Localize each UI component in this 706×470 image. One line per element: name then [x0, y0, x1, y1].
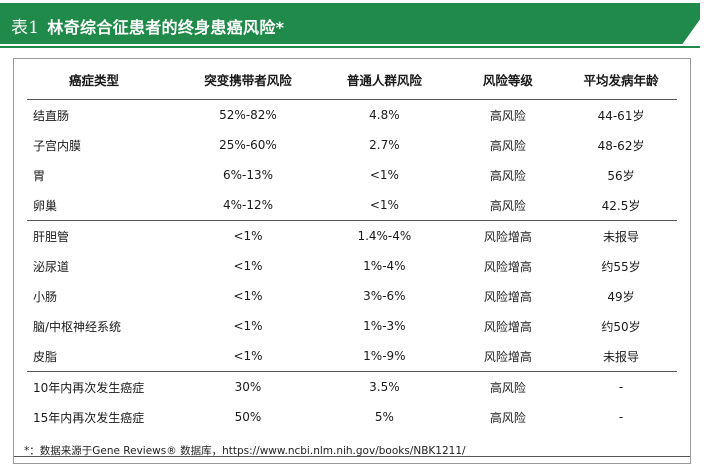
- title-underline: [0, 46, 700, 48]
- cell-risk-level: 风险增高: [483, 319, 532, 334]
- table-row: 结直肠 52%-82% 4.8% 高风险 44-61岁: [27, 100, 677, 131]
- title-banner: 表1 林奇综合征患者的终身患癌风险*: [0, 3, 700, 44]
- cell-onset-age: 44-61岁: [597, 108, 645, 123]
- cell-general-risk: 1.4%-4%: [318, 220, 451, 251]
- table-row: 脑/中枢神经系统 <1% 1%-3% 风险增高 约50岁: [27, 311, 677, 341]
- page-title: 表1 林奇综合征患者的终身患癌风险*: [11, 13, 284, 38]
- cell-carrier-risk: <1%: [233, 259, 263, 273]
- cell-cancer-type: 子宫内膜: [33, 138, 82, 153]
- cell-general-risk: 4.8%: [369, 108, 400, 122]
- risk-table: 癌症类型 突变携带者风险 普通人群风险 风险等级 平均发病年龄 结直肠 52%-8…: [27, 59, 677, 432]
- cell-cancer-type: 脑/中枢神经系统: [33, 319, 122, 334]
- table-row: 子宫内膜 25%-60% 2.7% 高风险 48-62岁: [27, 130, 677, 160]
- header-row: 癌症类型 突变携带者风险 普通人群风险 风险等级 平均发病年龄: [27, 59, 677, 100]
- cell-risk-level: 风险增高: [450, 220, 566, 251]
- cell-cancer-type: 泌尿道: [33, 259, 70, 274]
- table-row: 10年内再次发生癌症 30% 3.5% 高风险 -: [27, 371, 677, 402]
- header-general-risk: 普通人群风险: [318, 59, 451, 100]
- cell-onset-age: 48-62岁: [597, 138, 645, 153]
- table-row: 15年内再次发生癌症 50% 5% 高风险 -: [27, 402, 677, 432]
- cell-carrier-risk: <1%: [233, 319, 263, 333]
- cell-cancer-type: 结直肠: [33, 108, 70, 123]
- cell-general-risk: 1%-3%: [363, 319, 406, 333]
- cell-onset-age: 49岁: [607, 289, 635, 304]
- cell-onset-age: -: [618, 410, 624, 424]
- cell-carrier-risk: 4%-12%: [222, 198, 274, 212]
- cell-carrier-risk: <1%: [233, 349, 263, 363]
- cell-risk-level: 风险增高: [483, 259, 532, 274]
- table-row: 泌尿道 <1% 1%-4% 风险增高 约55岁: [27, 251, 677, 281]
- cell-general-risk: 1%-9%: [363, 349, 406, 363]
- cell-onset-age: -: [565, 371, 677, 402]
- cell-onset-age: 未报导: [565, 220, 677, 251]
- cell-carrier-risk: <1%: [177, 220, 319, 251]
- header-risk-level: 风险等级: [450, 59, 566, 100]
- header-carrier-risk: 突变携带者风险: [177, 59, 319, 100]
- cell-cancer-type: 肝胆管: [27, 220, 178, 251]
- table-row: 皮脂 <1% 1%-9% 风险增高 未报导: [27, 341, 677, 372]
- cell-carrier-risk: 52%-82%: [219, 108, 277, 122]
- cell-onset-age: 56岁: [607, 168, 635, 183]
- table-row: 胃 6%-13% <1% 高风险 56岁: [27, 160, 677, 190]
- cell-risk-level: 高风险: [489, 138, 526, 153]
- cell-carrier-risk: 6%-13%: [222, 168, 274, 182]
- cell-carrier-risk: <1%: [233, 289, 263, 303]
- table-number: 表1: [11, 18, 40, 38]
- cell-cancer-type: 卵巢: [33, 198, 58, 213]
- cell-carrier-risk: 25%-60%: [219, 138, 277, 152]
- cell-general-risk: 3.5%: [318, 371, 451, 402]
- table-title: 林奇综合征患者的终身患癌风险*: [47, 18, 285, 37]
- cell-carrier-risk: 30%: [177, 371, 319, 402]
- cell-onset-age: 约55岁: [601, 259, 641, 274]
- table-frame: 癌症类型 突变携带者风险 普通人群风险 风险等级 平均发病年龄 结直肠 52%-8…: [13, 58, 691, 464]
- cell-onset-age: 约50岁: [601, 319, 641, 334]
- cell-cancer-type: 15年内再次发生癌症: [33, 410, 145, 425]
- header-onset-age: 平均发病年龄: [565, 59, 677, 100]
- cell-risk-level: 高风险: [489, 108, 526, 123]
- cell-risk-level: 高风险: [489, 198, 526, 213]
- cell-general-risk: 5%: [374, 410, 394, 424]
- cell-general-risk: 2.7%: [369, 138, 400, 152]
- cell-general-risk: <1%: [369, 198, 399, 212]
- footnote-divider: [14, 456, 690, 457]
- header-cancer-type: 癌症类型: [27, 59, 178, 100]
- cell-general-risk: 1%-4%: [363, 259, 406, 273]
- cell-general-risk: 3%-6%: [363, 289, 406, 303]
- cell-onset-age: 未报导: [603, 349, 640, 364]
- footnote: *：数据来源于Gene Reviews® 数据库，https://www.ncb…: [24, 445, 466, 457]
- table-row: 小肠 <1% 3%-6% 风险增高 49岁: [27, 281, 677, 311]
- cell-risk-level: 高风险: [450, 371, 566, 402]
- cell-risk-level: 风险增高: [483, 289, 532, 304]
- cell-onset-age: 42.5岁: [601, 198, 641, 213]
- cell-carrier-risk: 50%: [234, 410, 262, 424]
- table-body: 结直肠 52%-82% 4.8% 高风险 44-61岁子宫内膜 25%-60% 2.7% 高风…: [27, 100, 677, 433]
- table-row: 肝胆管 <1% 1.4%-4% 风险增高 未报导: [27, 220, 677, 251]
- table-row: 卵巢 4%-12% <1% 高风险 42.5岁: [27, 190, 677, 221]
- cell-general-risk: <1%: [369, 168, 399, 182]
- cell-cancer-type: 小肠: [33, 289, 58, 304]
- cell-risk-level: 高风险: [489, 168, 526, 183]
- cell-cancer-type: 皮脂: [33, 349, 58, 364]
- cell-cancer-type: 胃: [33, 168, 46, 183]
- cell-cancer-type: 10年内再次发生癌症: [27, 371, 178, 402]
- cell-risk-level: 风险增高: [483, 349, 532, 364]
- cell-risk-level: 高风险: [489, 410, 526, 425]
